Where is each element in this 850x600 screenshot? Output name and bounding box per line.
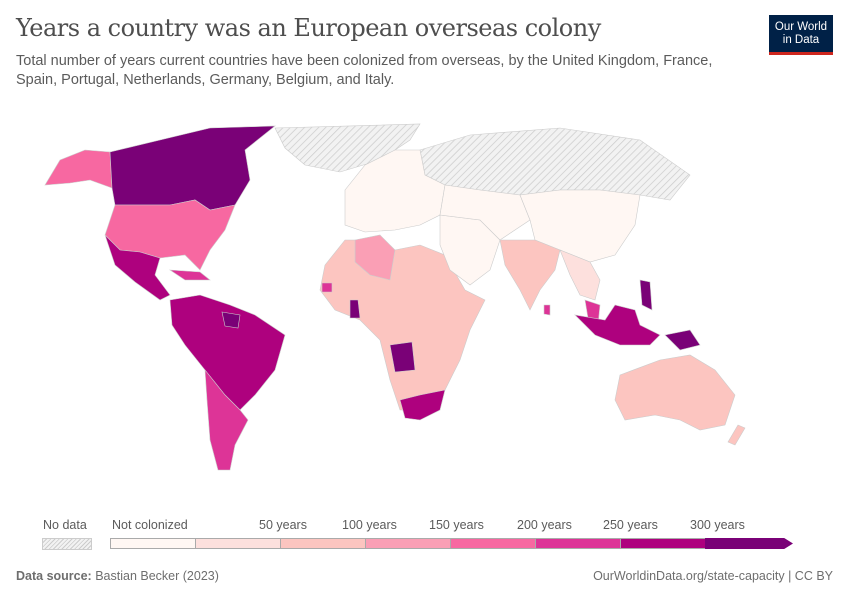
legend-swatch <box>535 538 621 549</box>
country-china[interactable] <box>519 189 641 263</box>
legend-swatch <box>620 538 706 549</box>
country-guiana[interactable] <box>221 311 241 329</box>
legend-swatch <box>110 538 196 549</box>
country-alaska[interactable] <box>44 149 113 189</box>
legend-color-bar <box>110 538 793 549</box>
legend-swatch <box>705 538 793 549</box>
country-papua[interactable] <box>664 329 701 351</box>
source-url[interactable]: OurWorldinData.org/state-capacity | CC B… <box>593 569 833 583</box>
owid-logo[interactable]: Our World in Data <box>769 15 833 55</box>
legend-label: 300 years <box>690 518 745 532</box>
country-philippines[interactable] <box>639 279 653 311</box>
legend-swatch <box>365 538 451 549</box>
legend-label: Not colonized <box>112 518 188 532</box>
country-sri-lanka[interactable] <box>543 304 551 316</box>
legend-swatch <box>450 538 536 549</box>
world-map <box>44 123 746 471</box>
country-ghana[interactable] <box>349 299 361 319</box>
country-africa[interactable] <box>319 239 486 411</box>
country-south-africa[interactable] <box>399 389 446 421</box>
country-india[interactable] <box>499 239 561 311</box>
legend-no-data-label: No data <box>43 518 87 532</box>
country-argentina[interactable] <box>204 369 249 471</box>
country-southeast-asia[interactable] <box>559 249 601 301</box>
country-angola[interactable] <box>389 341 416 373</box>
legend-label: 200 years <box>517 518 572 532</box>
legend-swatch <box>280 538 366 549</box>
country-south-america[interactable] <box>169 294 286 411</box>
chart-subtitle: Total number of years current countries … <box>16 53 713 88</box>
country-greenland[interactable] <box>274 123 421 173</box>
country-central-asia[interactable] <box>439 184 531 241</box>
country-mexico[interactable] <box>104 234 171 301</box>
country-caribbean[interactable] <box>168 269 211 281</box>
chart-title: Years a country was an European overseas… <box>16 14 601 42</box>
data-source: Data source: Bastian Becker (2023) <box>16 569 219 583</box>
legend-label: 100 years <box>342 518 397 532</box>
country-new-zealand[interactable] <box>727 424 746 446</box>
country-australia[interactable] <box>614 354 736 431</box>
legend-label: 50 years <box>259 518 307 532</box>
country-canada[interactable] <box>109 125 276 211</box>
country-senegal[interactable] <box>321 282 333 293</box>
legend-no-data-swatch <box>42 538 92 550</box>
legend-label: 150 years <box>429 518 484 532</box>
country-indonesia[interactable] <box>574 304 661 346</box>
legend-label: 250 years <box>603 518 658 532</box>
legend-swatch <box>195 538 281 549</box>
